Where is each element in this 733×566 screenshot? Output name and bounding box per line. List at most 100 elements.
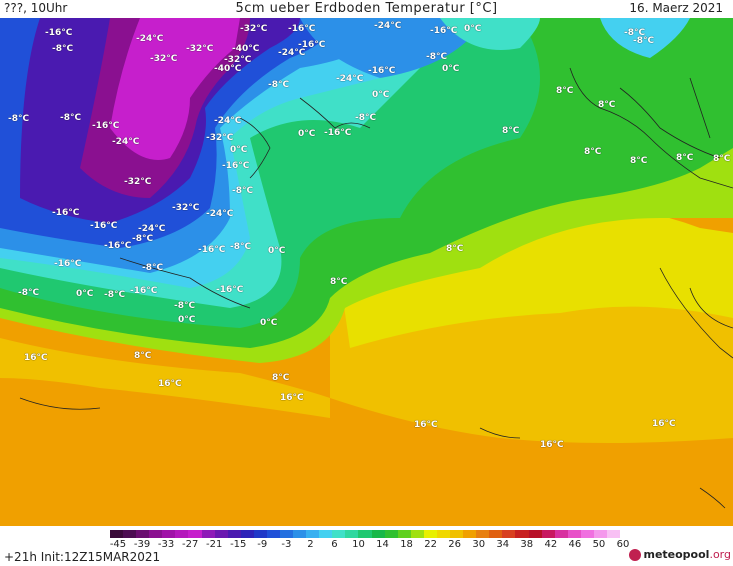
temp-label: -8°C [633, 36, 655, 46]
color-swatch [397, 530, 411, 538]
scale-tick-label: 46 [568, 539, 582, 550]
temp-label: -16°C [298, 40, 326, 50]
temp-label: -16°C [52, 208, 80, 218]
color-swatch [567, 530, 581, 538]
temp-label: 0°C [372, 90, 390, 100]
temp-label: 0°C [260, 318, 278, 328]
temp-label: -8°C [8, 114, 30, 124]
temp-label: -24°C [214, 116, 242, 126]
temp-label: -16°C [216, 285, 244, 295]
temp-label: 0°C [464, 24, 482, 34]
temp-label: -8°C [132, 234, 154, 244]
header-bar: ???, 10Uhr 5cm ueber Erdboden Temperatur… [0, 0, 733, 18]
color-swatch [436, 530, 451, 538]
color-swatch [214, 530, 228, 538]
temp-label: 8°C [584, 147, 602, 157]
color-swatch [175, 530, 189, 538]
temp-label: -32°C [186, 44, 214, 54]
temp-label: 16°C [280, 393, 304, 403]
color-swatch [162, 530, 176, 538]
color-swatch [293, 530, 307, 538]
color-swatch [515, 530, 529, 538]
model-run-label: +21h Init:12Z15MAR2021 [4, 550, 161, 564]
temp-label: -16°C [324, 128, 352, 138]
temp-label: -8°C [624, 28, 646, 38]
scale-tick-label: -3 [281, 539, 292, 550]
color-swatch [149, 530, 163, 538]
valid-date: 16. Maerz 2021 [629, 1, 723, 15]
color-swatch [606, 530, 621, 538]
temp-label: -16°C [288, 24, 316, 34]
temp-label: -8°C [60, 113, 82, 123]
temp-label: -32°C [124, 177, 152, 187]
color-swatch [423, 530, 437, 538]
color-swatch [528, 530, 542, 538]
temp-label: -24°C [138, 224, 166, 234]
color-swatch [227, 530, 241, 538]
temp-label: -8°C [142, 263, 164, 273]
color-swatch [110, 530, 124, 538]
temp-label: -24°C [136, 34, 164, 44]
color-swatch [332, 530, 346, 538]
temp-label: -16°C [198, 245, 226, 255]
meteopool-logo-icon [629, 548, 642, 561]
temp-label: 8°C [330, 277, 348, 287]
color-swatch [188, 530, 202, 538]
temp-label: -32°C [224, 55, 252, 65]
temp-label: -8°C [18, 288, 40, 298]
scale-tick-label: 18 [400, 539, 413, 550]
temp-label: 0°C [178, 315, 196, 325]
temp-label: -16°C [90, 221, 118, 231]
scale-tick-label: 22 [424, 539, 437, 550]
temp-label: -32°C [172, 203, 200, 213]
scale-tick-label: 38 [520, 539, 534, 550]
meteopool-logo[interactable]: meteopool .org [629, 548, 731, 561]
footer-bar: -45 -39 -33 -27 -21 -15 -9 -3 2 6 10 14 18 22 26 30 34 38… [0, 526, 733, 566]
color-swatch [384, 530, 398, 538]
field-yellow [340, 205, 733, 348]
color-swatch [253, 530, 267, 538]
temp-label: -32°C [150, 54, 178, 64]
temp-label: 0°C [298, 129, 316, 139]
temp-label: -8°C [230, 242, 252, 252]
color-swatch [280, 530, 294, 538]
temp-label: -8°C [174, 301, 196, 311]
color-swatch [450, 530, 464, 538]
forecast-day-label: ???, 10Uhr [4, 1, 68, 15]
scale-tick-label: -33 [157, 539, 175, 550]
temperature-field [0, 18, 733, 526]
color-swatch [136, 530, 150, 538]
scale-tick-label: 14 [376, 539, 389, 550]
color-swatch [541, 530, 555, 538]
temp-label: -16°C [54, 259, 82, 269]
temp-label: 0°C [442, 64, 460, 74]
temp-label: 0°C [268, 246, 286, 256]
scale-tick-label: 10 [352, 539, 365, 550]
temp-label: 8°C [134, 351, 152, 361]
temp-label: 8°C [713, 154, 731, 164]
map-title: 5cm ueber Erdboden Temperatur [°C] [235, 1, 498, 16]
temp-label: 8°C [676, 153, 694, 163]
temp-label: -24°C [278, 48, 306, 58]
color-swatch [476, 530, 490, 538]
logo-tld: .org [709, 548, 731, 561]
temp-label: 0°C [76, 289, 94, 299]
color-scale-bar [110, 530, 621, 538]
color-scale-ticks: -45 -39 -33 -27 -21 -15 -9 -3 2 6 10 14 18 22 26 30 34 38… [110, 539, 630, 551]
field-southwest-yellow [0, 338, 330, 418]
scale-tick-label: 50 [592, 539, 606, 550]
color-swatch [489, 530, 503, 538]
temp-label: -8°C [52, 44, 74, 54]
color-swatch [580, 530, 594, 538]
temp-label: -16°C [45, 28, 73, 38]
scale-tick-label: 60 [616, 539, 630, 550]
field-magenta [110, 18, 240, 160]
temp-label: 8°C [446, 244, 464, 254]
scale-tick-label: 6 [331, 539, 338, 550]
temp-label: -24°C [112, 137, 140, 147]
scale-tick-label: 42 [544, 539, 558, 550]
temp-label: -16°C [130, 286, 158, 296]
temp-label: -32°C [240, 24, 268, 34]
temp-label: -24°C [336, 74, 364, 84]
temp-label: 16°C [414, 420, 438, 430]
